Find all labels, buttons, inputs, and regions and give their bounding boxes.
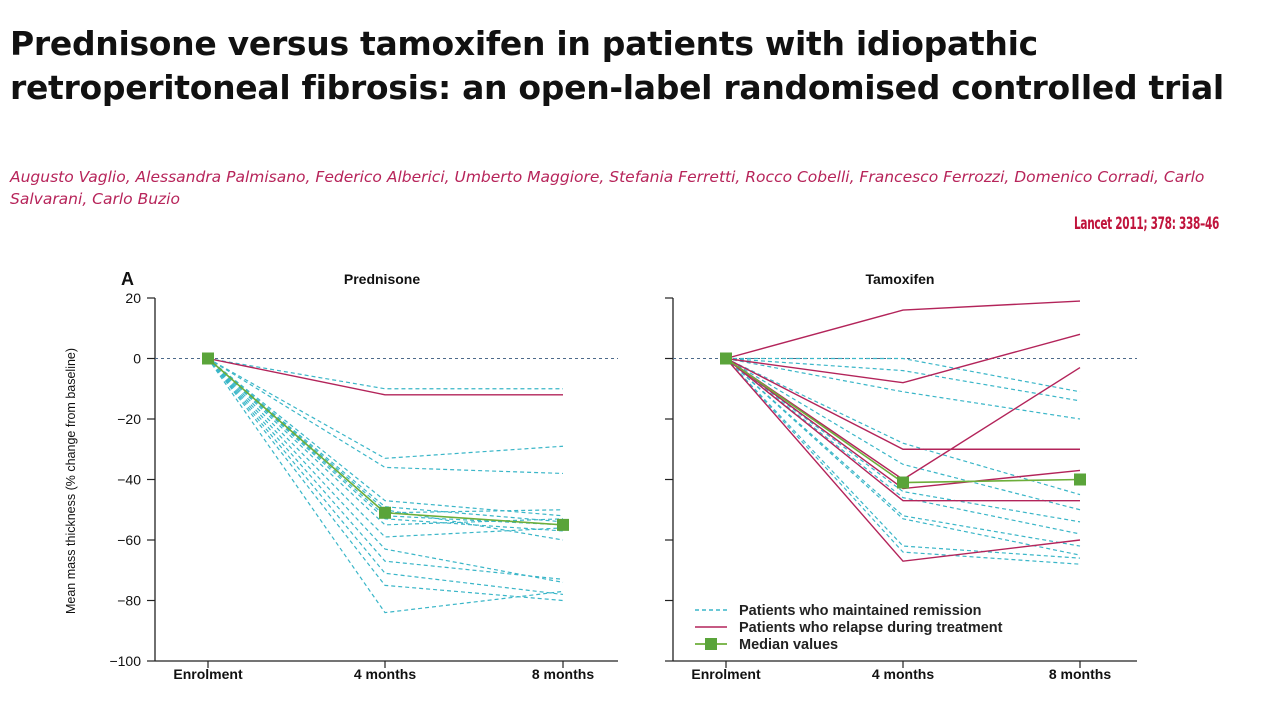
relapse-series-line <box>207 357 563 396</box>
relapse-series-line <box>725 357 1080 502</box>
chart-title-tamoxifen: Tamoxifen <box>866 271 935 287</box>
y-tick-label: −40 <box>117 472 141 488</box>
remission-series-line <box>725 357 1081 511</box>
relapse-series-line <box>725 333 1081 384</box>
legend-label-median: Median values <box>739 637 838 653</box>
remission-series-line <box>725 358 1081 547</box>
relapse-series-line <box>725 357 1080 450</box>
y-tick-label: −60 <box>117 532 141 548</box>
remission-series-line <box>725 357 1081 420</box>
remission-series-line <box>207 358 564 596</box>
remission-series-line <box>207 358 564 532</box>
median-marker <box>1074 473 1086 486</box>
relapse-series-line <box>725 358 1081 562</box>
prednisone-panel: 20 0 −20 −40 −60 −80 −100 Enrolment 4 months 8 mo… <box>109 290 618 682</box>
y-tick-label: 0 <box>133 351 141 367</box>
remission-series-line <box>725 357 1081 496</box>
median-marker <box>720 352 732 365</box>
legend-label-relapse: Patients who relapse during treatment <box>739 620 1003 636</box>
remission-series-line <box>725 358 1081 535</box>
legend-median-marker <box>705 638 717 650</box>
y-tick-label: −20 <box>117 411 141 427</box>
remission-series-line <box>207 358 564 580</box>
remission-series-line <box>725 358 1081 559</box>
remission-series-line <box>207 358 564 602</box>
remission-series-line <box>725 358 1081 556</box>
median-series-line <box>207 357 564 526</box>
y-axis-label: Mean mass thickness (% change from basel… <box>64 348 78 614</box>
journal-citation: Lancet 2011; 378: 338–46 <box>1074 214 1220 234</box>
remission-series-line <box>726 357 1081 393</box>
remission-series-line <box>207 358 564 517</box>
relapse-series-line <box>725 300 1081 360</box>
chart-title-prednisone: Prednisone <box>344 271 420 287</box>
legend-label-remission: Patients who maintained remission <box>739 603 982 619</box>
x-tick-label: 8 months <box>532 666 594 682</box>
x-tick-label: Enrolment <box>691 666 761 682</box>
median-marker <box>557 518 569 531</box>
x-tick-label: 8 months <box>1049 666 1111 682</box>
remission-series-line <box>207 358 564 526</box>
chart-legend: Patients who maintained remissionPatient… <box>695 603 1003 653</box>
relapse-series-line <box>725 357 1081 490</box>
y-tick-label: −100 <box>109 653 141 669</box>
y-tick-label: −80 <box>117 593 141 609</box>
remission-series-line <box>725 357 1081 402</box>
remission-series-line <box>207 358 564 526</box>
remission-series-line <box>207 357 563 390</box>
y-tick-label: 20 <box>125 290 141 306</box>
remission-series-line <box>207 357 564 459</box>
remission-series-line <box>725 358 1081 523</box>
x-tick-label: 4 months <box>354 666 416 682</box>
panel-label: A <box>121 269 134 289</box>
median-marker <box>202 352 214 365</box>
remission-series-line <box>207 358 564 523</box>
median-marker <box>897 476 909 489</box>
x-tick-label: Enrolment <box>173 666 243 682</box>
remission-series-line <box>725 358 1081 565</box>
median-marker <box>379 506 391 519</box>
article-title: Prednisone versus tamoxifen in patients … <box>10 24 1224 107</box>
author-list: Augusto Vaglio, Alessandra Palmisano, Fe… <box>10 168 1205 208</box>
remission-series-line <box>207 358 564 583</box>
tamoxifen-panel: Enrolment 4 months 8 months <box>665 297 1137 682</box>
x-tick-label: 4 months <box>872 666 934 682</box>
remission-series-line <box>207 358 564 614</box>
